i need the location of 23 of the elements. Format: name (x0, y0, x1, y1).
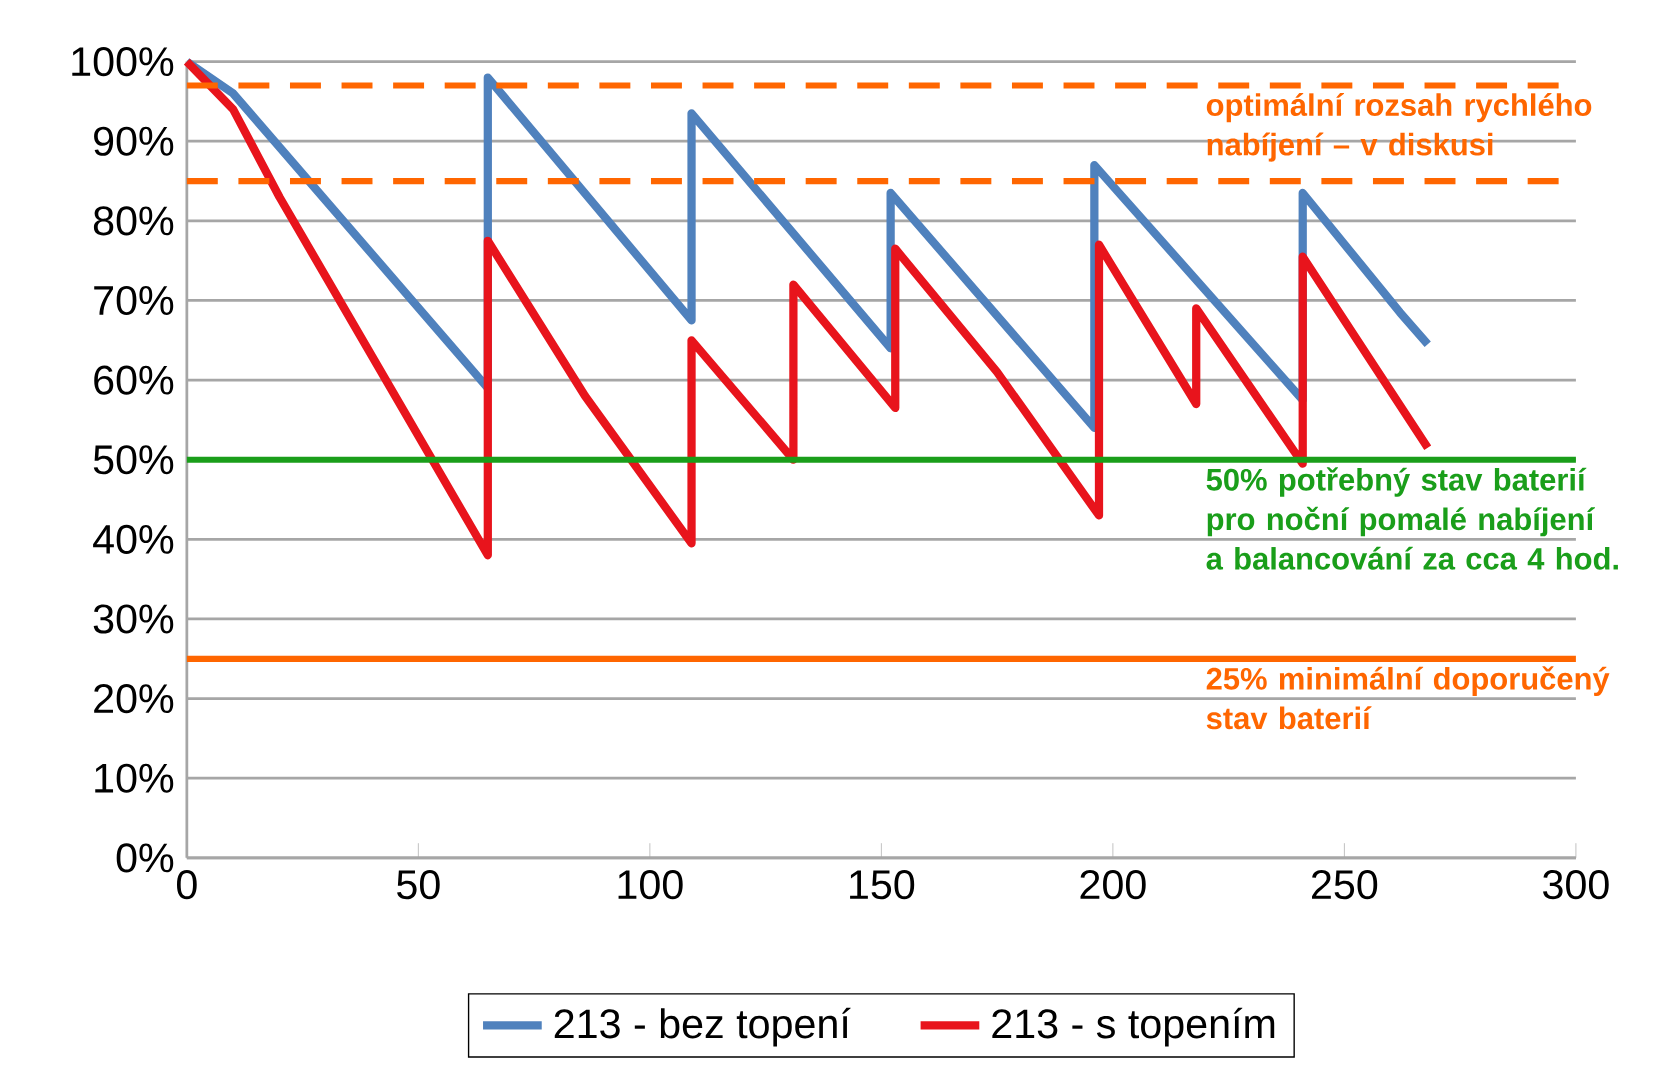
y-tick-label: 90% (94, 126, 174, 156)
y-tick-label: 100% (72, 47, 174, 77)
x-tick-label: 50 (397, 870, 440, 900)
y-tick-label: 60% (94, 365, 174, 395)
x-tick-label: 150 (850, 870, 915, 900)
y-tick-label: 80% (93, 206, 174, 236)
y-tick-label: 20% (94, 684, 174, 714)
legend-label: 213 - bez topení (554, 1007, 851, 1047)
ref-line-label: 50% potřebný stav baterií pro noční pomalé nabíjení a balancování za cca 4 hod. (1206, 467, 1618, 570)
y-tick-label: 70% (94, 285, 174, 316)
y-tick-label: 30% (93, 604, 174, 634)
x-tick-label: 250 (1312, 870, 1378, 900)
legend-label: 213 - s topením (992, 1007, 1275, 1047)
ref-line-label: 25% minimální doporučený stav baterií (1206, 666, 1610, 730)
y-tick-label: 0% (116, 843, 174, 873)
x-tick-label: 200 (1080, 870, 1146, 900)
x-tick-label: 100 (618, 870, 683, 900)
y-tick-label: 50% (93, 445, 174, 475)
ref-line-label: optimální rozsah rychlého nabíjení – v diskusi (1206, 93, 1592, 162)
y-tick-label: 40% (93, 524, 174, 554)
x-tick-label: 0 (176, 870, 197, 900)
y-tick-label: 10% (95, 763, 174, 793)
x-tick-label: 300 (1543, 870, 1609, 900)
